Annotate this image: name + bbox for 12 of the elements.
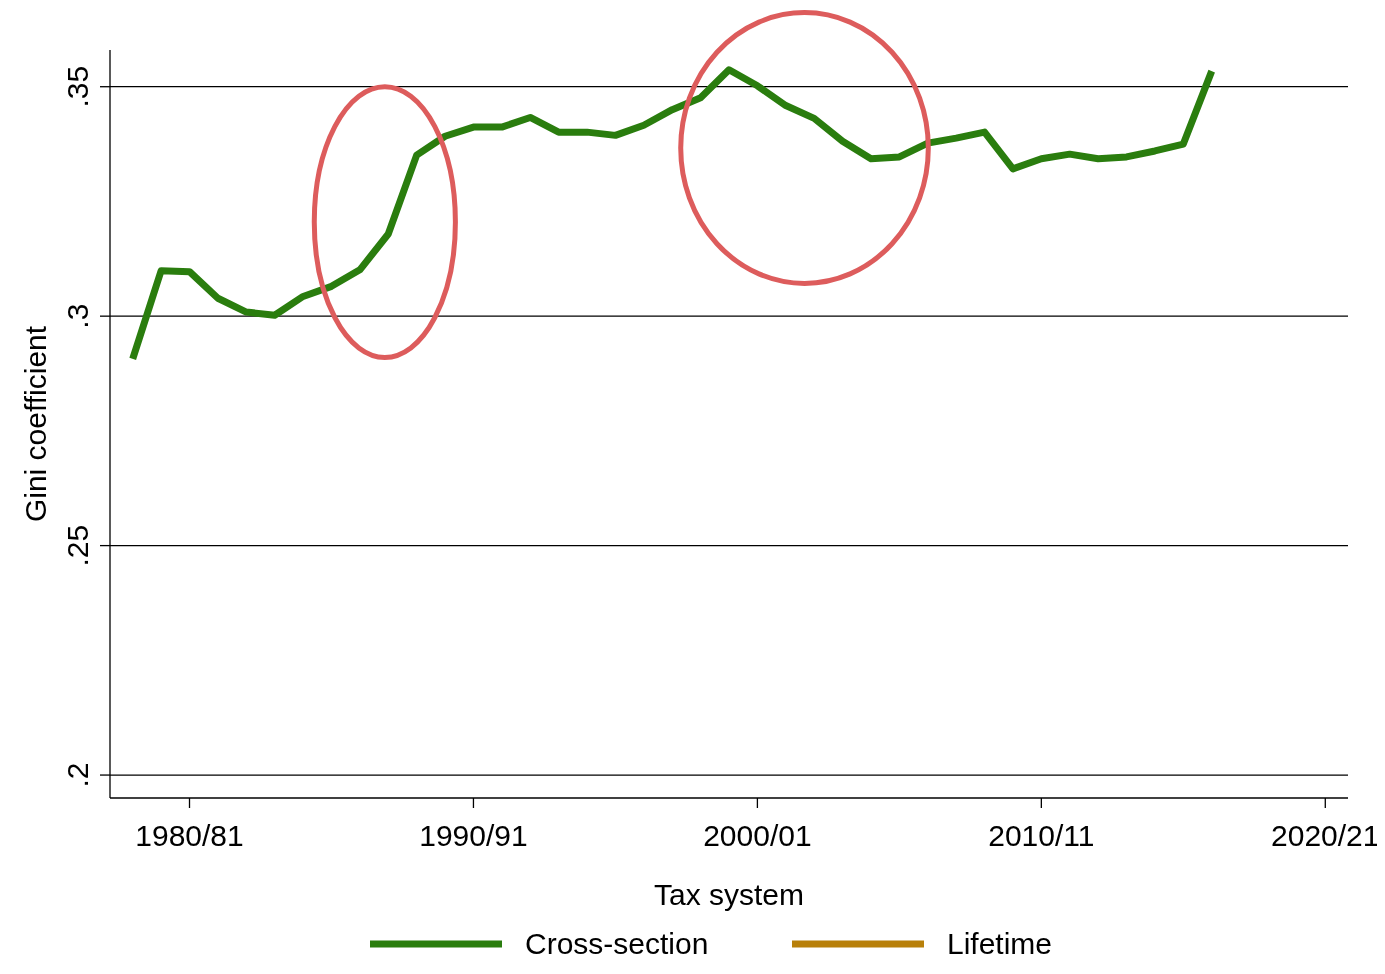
legend-label: Cross-section bbox=[525, 927, 709, 960]
y-tick-label: .3 bbox=[61, 303, 94, 329]
y-tick-label: .2 bbox=[61, 762, 94, 788]
x-tick-label: 2000/01 bbox=[703, 819, 812, 852]
y-tick-label: .25 bbox=[61, 524, 94, 567]
legend-label: Lifetime bbox=[947, 927, 1053, 960]
x-tick-label: 2010/11 bbox=[988, 819, 1095, 852]
x-tick-label: 1980/81 bbox=[135, 819, 244, 852]
x-tick-label: 1990/91 bbox=[419, 819, 528, 852]
x-axis-title: Tax system bbox=[653, 878, 805, 911]
y-tick-label: .35 bbox=[61, 65, 94, 108]
y-axis-title: Gini coefficient bbox=[19, 325, 52, 523]
